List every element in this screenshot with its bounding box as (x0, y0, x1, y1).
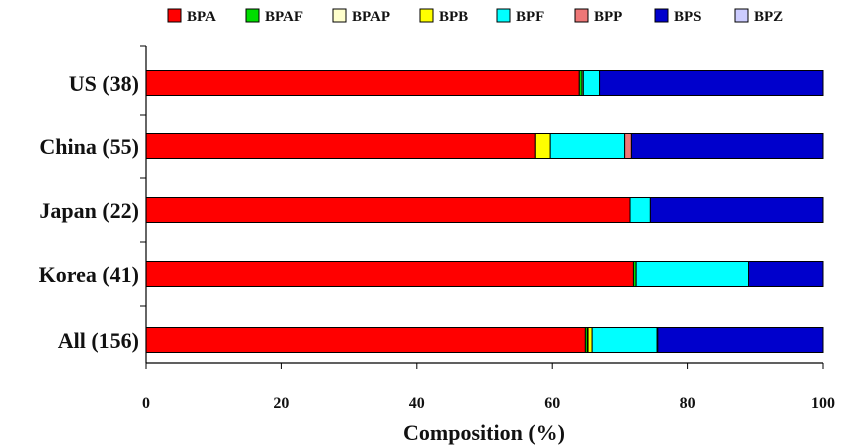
legend-swatch (332, 8, 347, 23)
bar-segment-bps-japan-22 (649, 197, 824, 223)
x-axis-title: Composition (%) (403, 420, 565, 445)
x-tick-label: 20 (273, 395, 289, 412)
bar-segment-bps-korea-41 (748, 261, 824, 287)
bar-segment-bpa-all-156 (145, 327, 586, 353)
bar-segment-bpa-korea-41 (145, 261, 634, 287)
legend-label: BPP (594, 9, 622, 25)
bar-segment-bpa-us-38 (145, 70, 580, 96)
category-labels: US (38) China (55) Japan (22) Korea (41) All… (39, 71, 139, 353)
legend-label: BPS (674, 9, 702, 25)
legend-item-bpp: BPP (574, 8, 622, 25)
bar-segment-bpb-all-156 (587, 327, 593, 353)
legend-label: BPZ (754, 9, 783, 25)
bar-segment-bpp-china-55 (624, 133, 632, 159)
legend-label: BPAP (352, 9, 390, 25)
legend-label: BPB (439, 9, 468, 25)
legend-swatch (167, 8, 182, 23)
legend-label: BPA (187, 9, 216, 25)
bar-segment-bpf-china-55 (549, 133, 626, 159)
category-label-korea-41: Korea (41) (39, 262, 139, 287)
category-label-us-38: US (38) (69, 71, 139, 96)
bar-segment-bpb-china-55 (534, 133, 551, 159)
bar-segment-bpa-japan-22 (145, 197, 631, 223)
legend-label: BPF (516, 9, 544, 25)
bar-segment-bpf-us-38 (582, 70, 601, 96)
legend-item-bpaf: BPAF (245, 8, 303, 25)
legend-swatch (654, 8, 669, 23)
category-label-japan-22: Japan (22) (39, 198, 139, 223)
plot-area (145, 70, 824, 353)
legend-item-bpz: BPZ (734, 8, 783, 25)
legend-swatch (245, 8, 260, 23)
bar-segment-bpf-japan-22 (629, 197, 651, 223)
category-label-china-55: China (55) (39, 134, 139, 159)
x-tick-label: 100 (811, 395, 835, 412)
x-tick-label: 0 (142, 395, 150, 412)
bar-segment-bpa-china-55 (145, 133, 536, 159)
legend-swatch (734, 8, 749, 23)
axes (140, 45, 823, 364)
bar-segment-bpf-all-156 (591, 327, 658, 353)
x-axis-ticks: 0 20 40 60 80 100 (142, 363, 835, 412)
legend: BPA BPAF BPAP BPB BPF BPP BPS BPZ (167, 8, 783, 25)
bar-segment-bps-all-156 (657, 327, 824, 353)
bar-segment-bps-china-55 (630, 133, 824, 159)
legend-swatch (574, 8, 589, 23)
legend-item-bps: BPS (654, 8, 702, 25)
legend-swatch (419, 8, 434, 23)
category-label-all-156: All (156) (58, 328, 139, 353)
bar-segment-bps-us-38 (599, 70, 824, 96)
legend-item-bpb: BPB (419, 8, 468, 25)
x-tick-label: 80 (680, 395, 696, 412)
legend-swatch (496, 8, 511, 23)
legend-item-bpa: BPA (167, 8, 216, 25)
legend-item-bpf: BPF (496, 8, 544, 25)
x-tick-label: 40 (409, 395, 425, 412)
legend-label: BPAF (265, 9, 303, 25)
legend-item-bpap: BPAP (332, 8, 390, 25)
x-tick-label: 60 (544, 395, 560, 412)
bar-segment-bpf-korea-41 (635, 261, 750, 287)
